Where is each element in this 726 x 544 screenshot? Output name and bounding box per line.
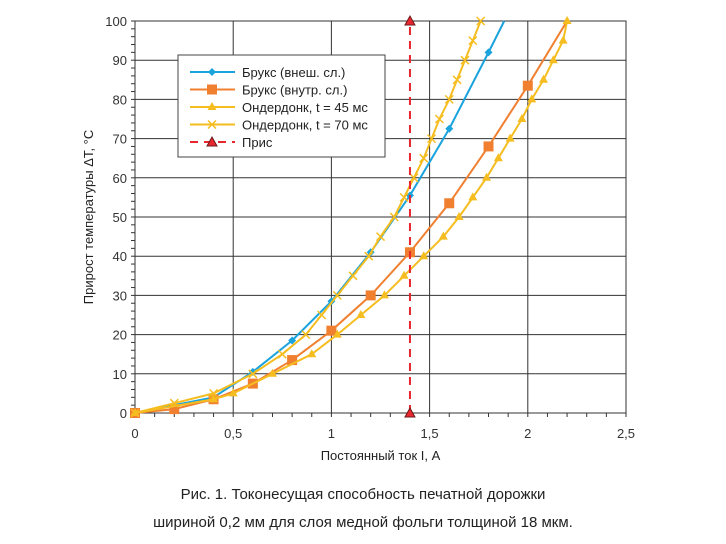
- data-point: [444, 198, 455, 209]
- series-line-3: [134, 20, 482, 414]
- y-tick-label: 100: [105, 14, 127, 29]
- legend-label: Ондердонк, t = 45 мс: [242, 100, 368, 115]
- data-point: [427, 134, 437, 144]
- data-point: [476, 16, 486, 26]
- legend-marker: [206, 135, 218, 147]
- data-point: [348, 271, 358, 281]
- data-point: [548, 55, 558, 64]
- x-axis-label: Постоянный ток I, А: [321, 448, 441, 463]
- data-point: [399, 192, 409, 202]
- data-point: [356, 310, 366, 318]
- data-point: [444, 94, 454, 104]
- data-point: [209, 394, 219, 403]
- data-point: [307, 349, 317, 358]
- data-point: [228, 388, 238, 397]
- data-point: [438, 231, 448, 240]
- data-point: [169, 398, 179, 408]
- data-point: [434, 114, 444, 124]
- caption-line-1: Рис. 1. Токонесущая способность печатной…: [180, 486, 546, 503]
- data-point: [522, 80, 533, 91]
- data-point: [332, 329, 342, 338]
- y-tick-label: 0: [120, 406, 127, 421]
- y-tick-label: 60: [113, 171, 127, 186]
- y-tick-label: 50: [113, 210, 127, 225]
- data-point: [379, 290, 389, 299]
- data-point: [482, 172, 492, 181]
- data-point: [326, 325, 337, 336]
- data-point: [404, 14, 416, 26]
- x-tick-label: 1: [328, 426, 335, 441]
- data-point: [389, 212, 399, 222]
- data-point: [365, 290, 376, 301]
- data-point: [248, 369, 258, 379]
- legend-label: Ондердонк, t = 70 мс: [242, 118, 368, 133]
- data-point: [130, 408, 140, 418]
- data-point: [332, 290, 342, 300]
- y-axis-label: Прирост температуры ΔT, °C: [81, 130, 96, 304]
- legend-marker: [207, 84, 217, 95]
- y-tick-label: 30: [113, 288, 127, 303]
- data-point: [517, 114, 527, 122]
- legend-label: Брукс (внеш. сл.): [242, 65, 345, 80]
- data-point: [483, 141, 494, 152]
- legend-label: Прис: [242, 135, 273, 150]
- data-point: [460, 55, 470, 65]
- x-tick-label: 1,5: [421, 426, 439, 441]
- x-tick-label: 0: [131, 426, 138, 441]
- data-point: [409, 173, 419, 183]
- y-tick-label: 40: [113, 249, 127, 264]
- data-point: [277, 349, 287, 359]
- data-point: [527, 94, 537, 103]
- legend-label: Брукс (внутр. сл.): [242, 83, 347, 98]
- y-tick-label: 80: [113, 92, 127, 107]
- data-point: [375, 232, 386, 242]
- data-point: [404, 406, 416, 418]
- data-point: [468, 192, 478, 201]
- y-tick-label: 10: [113, 367, 127, 382]
- y-tick-label: 70: [113, 132, 127, 147]
- data-point: [493, 153, 503, 162]
- x-tick-label: 0,5: [224, 426, 242, 441]
- data-point: [454, 212, 464, 220]
- data-point: [301, 330, 311, 340]
- data-point: [399, 270, 409, 279]
- data-point: [562, 16, 572, 24]
- x-tick-label: 2,5: [617, 426, 635, 441]
- data-point: [468, 36, 478, 46]
- data-point: [419, 153, 429, 163]
- data-point: [419, 251, 429, 260]
- data-point: [445, 124, 454, 133]
- data-point: [539, 74, 549, 83]
- y-tick-label: 20: [113, 328, 127, 343]
- legend-marker: [207, 119, 217, 130]
- data-point: [505, 133, 515, 142]
- data-point: [364, 251, 374, 261]
- data-point: [169, 404, 180, 415]
- data-point: [558, 35, 568, 44]
- data-point: [288, 336, 297, 345]
- legend-marker: [207, 102, 217, 110]
- caption-line-2: шириной 0,2 мм для слоя медной фольги то…: [153, 514, 573, 531]
- legend-marker: [208, 68, 216, 76]
- chart: 0 0,5 1 1,5 2 2,5 0 10 20 30 40 50 60 70 80 90 100 Постоя…: [81, 14, 635, 463]
- series-line-2: [134, 20, 569, 414]
- y-tick-label: 90: [113, 53, 127, 68]
- data-point: [209, 388, 219, 398]
- data-point: [267, 368, 277, 377]
- data-point: [287, 355, 298, 366]
- plot-frame: [134, 20, 627, 414]
- x-tick-label: 2: [524, 426, 531, 441]
- data-point: [317, 310, 327, 320]
- data-point: [452, 75, 462, 85]
- data-point: [484, 48, 493, 57]
